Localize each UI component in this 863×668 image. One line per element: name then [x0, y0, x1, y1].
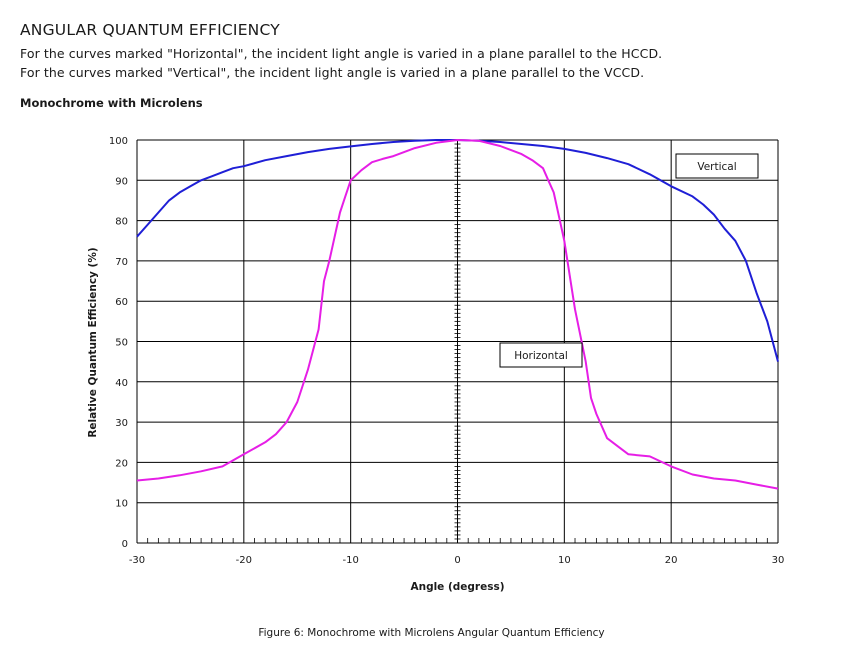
series-lines [136, 139, 779, 490]
tick-labels: 0 10 20 30 40 50 60 70 80 90 100 -30 -20 -10 0 10 20 30 [109, 136, 784, 566]
y-tick-label: 0 [122, 539, 128, 550]
series-label-box [499, 342, 583, 368]
y-tick-label: 70 [115, 257, 128, 268]
y-tick-label: 30 [115, 418, 128, 429]
x-tick-label: -10 [342, 555, 358, 566]
x-tick-label: 20 [665, 555, 678, 566]
chart-title: Monochrome with Microlens [20, 96, 203, 110]
page-heading: ANGULAR QUANTUM EFFICIENCY [20, 21, 280, 39]
y-axis-label: Relative Quantum Efficiency (%) [87, 247, 99, 437]
grid-lines [136, 139, 779, 544]
y-tick-label: 80 [115, 217, 128, 228]
x-tick-label: -30 [129, 555, 145, 566]
x-axis-label: Angle (degress) [410, 581, 504, 593]
y-tick-label: 100 [109, 136, 128, 147]
y-tick-label: 40 [115, 378, 128, 389]
y-tick-label: 20 [115, 458, 128, 469]
description-vertical: For the curves marked "Vertical", the in… [20, 65, 645, 80]
description-horizontal: For the curves marked "Horizontal", the … [20, 46, 663, 61]
y-tick-label: 50 [115, 338, 128, 349]
y-tick-label: 10 [115, 499, 128, 510]
y-tick-label: 90 [115, 176, 128, 187]
series-label-vertical: Vertical [697, 161, 736, 173]
series-labels: Vertical Horizontal [499, 153, 759, 368]
x-tick-label: 30 [772, 555, 785, 566]
x-tick-label: 0 [454, 555, 460, 566]
series-line-vertical [136, 139, 779, 362]
minor-ticks [147, 143, 768, 543]
x-tick-label: -20 [236, 555, 252, 566]
y-tick-label: 60 [115, 297, 128, 308]
series-label-box [675, 153, 759, 179]
figure-caption: Figure 6: Monochrome with Microlens Angu… [258, 627, 605, 639]
x-tick-label: 10 [558, 555, 571, 566]
series-line-horizontal [136, 139, 779, 490]
series-label-horizontal: Horizontal [514, 350, 568, 362]
